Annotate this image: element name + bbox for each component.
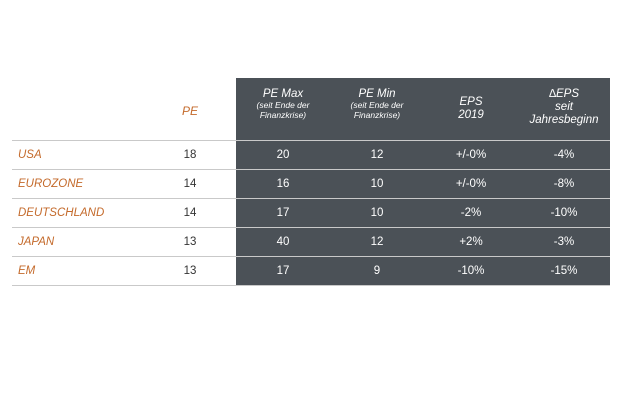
row-pe: 18 — [183, 149, 197, 161]
row-divider — [12, 285, 610, 286]
header-deps-line3: Jahresbeginn — [529, 114, 599, 127]
row-region: USA — [18, 149, 42, 161]
row-pe: 13 — [183, 265, 197, 277]
header-eps-line2: 2019 — [458, 109, 484, 122]
row-delta-eps: -3% — [553, 236, 575, 248]
row-eps: -10% — [457, 265, 485, 277]
row-pe-min: 10 — [370, 207, 384, 219]
row-pe-max: 16 — [276, 178, 290, 190]
row-divider — [12, 227, 610, 228]
row-divider — [12, 169, 610, 170]
header-pe-min-sub2: Finanzkrise) — [353, 109, 401, 120]
header-pe: PE — [181, 104, 198, 118]
header-eps-line1: EPS — [459, 96, 483, 108]
row-pe-max: 17 — [276, 207, 290, 219]
row-eps: -2% — [460, 207, 482, 219]
header-deps-line1: ∆EPS — [548, 88, 580, 100]
row-divider — [12, 198, 610, 199]
header-pe-max-title: PE Max — [262, 88, 304, 100]
row-region: JAPAN — [18, 236, 55, 248]
header-pe-max: PE Max (seit Ende der Finanzkrise) — [236, 88, 330, 121]
row-eps: +/-0% — [455, 178, 487, 190]
row-region: EUROZONE — [18, 178, 84, 190]
row-pe-min: 9 — [373, 265, 381, 277]
row-pe-min: 10 — [370, 178, 384, 190]
row-delta-eps: -8% — [553, 178, 575, 190]
header-deps-line2: seit — [555, 101, 573, 114]
header-pe-min-title: PE Min — [358, 88, 396, 100]
row-delta-eps: -4% — [553, 149, 575, 161]
row-divider — [12, 140, 610, 141]
header-pe-max-sub2: Finanzkrise) — [259, 109, 307, 120]
row-eps: +2% — [459, 236, 483, 248]
row-delta-eps: -15% — [550, 265, 578, 277]
header-eps: EPS 2019 — [424, 96, 518, 122]
row-pe: 14 — [183, 207, 197, 219]
header-pe-min: PE Min (seit Ende der Finanzkrise) — [330, 88, 424, 121]
row-pe: 14 — [183, 178, 197, 190]
row-pe-max: 20 — [276, 149, 290, 161]
table-dark-panel — [236, 78, 610, 286]
row-delta-eps: -10% — [550, 207, 578, 219]
header-pe-min-sub1: (seit Ende der — [350, 100, 404, 111]
row-region: DEUTSCHLAND — [18, 207, 105, 219]
row-pe-max: 17 — [276, 265, 290, 277]
row-divider — [12, 256, 610, 257]
row-pe: 13 — [183, 236, 197, 248]
row-pe-min: 12 — [370, 236, 384, 248]
header-delta-eps: ∆EPS seit Jahresbeginn — [518, 88, 610, 128]
row-eps: +/-0% — [455, 149, 487, 161]
row-pe-max: 40 — [276, 236, 290, 248]
row-pe-min: 12 — [370, 149, 384, 161]
row-region: EM — [18, 265, 36, 277]
header-pe-max-sub1: (seit Ende der — [256, 100, 310, 111]
